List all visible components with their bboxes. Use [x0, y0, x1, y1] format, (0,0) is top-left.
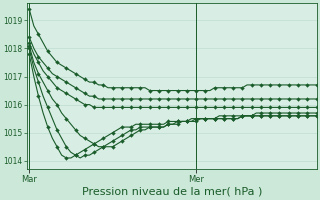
X-axis label: Pression niveau de la mer( hPa ): Pression niveau de la mer( hPa )	[82, 187, 262, 197]
